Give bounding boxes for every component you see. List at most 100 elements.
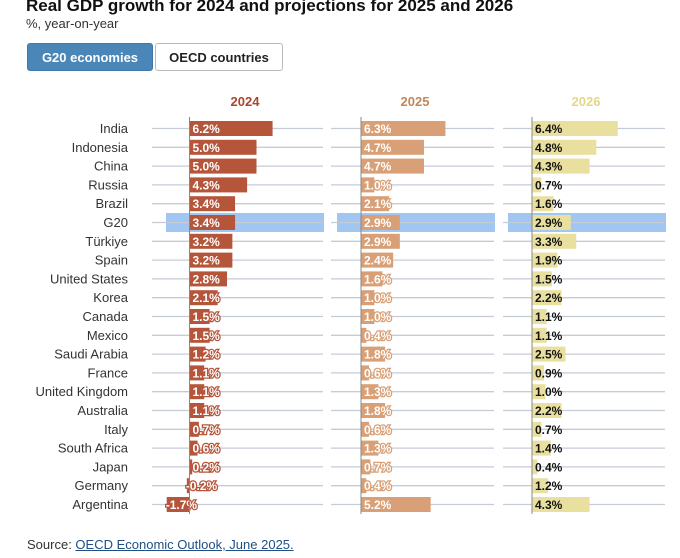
bar-2024-spain: [189, 252, 233, 268]
data-label-2026-argentina: 4.3%: [535, 498, 563, 512]
data-label-2025-t-rkiye: 2.9%: [364, 235, 392, 249]
bar-2025-france: [361, 365, 370, 381]
bar-2025-australia: [361, 403, 386, 418]
category-label-argentina: Argentina: [72, 497, 128, 512]
bar-2026-brazil: [532, 196, 554, 212]
data-label-2025-united-kingdom: 1.3%: [364, 385, 392, 399]
category-label-spain: Spain: [95, 253, 128, 268]
bar-2024-australia: [189, 403, 205, 418]
source-prefix: Source:: [27, 537, 76, 552]
bar-2026-china: [532, 158, 590, 174]
bar-2025-united-states: [361, 271, 383, 287]
data-label-2024-united-states: 2.8%: [193, 272, 221, 286]
category-label-united-states: United States: [50, 271, 129, 286]
bar-2026-france: [532, 365, 545, 381]
category-label-united-kingdom: United Kingdom: [36, 384, 129, 399]
data-label-2025-brazil: 2.1%: [364, 197, 392, 211]
data-label-2026-japan: 0.4%: [535, 460, 563, 474]
data-label-2026-united-states: 1.5%: [535, 272, 563, 286]
data-label-2025-japan: 0.7%: [364, 460, 392, 474]
data-label-2026-india: 6.4%: [535, 122, 563, 136]
bar-2025-g20: [361, 215, 400, 230]
category-label-brazil: Brazil: [95, 196, 128, 211]
data-label-2025-france: 0.6%: [364, 366, 392, 380]
bar-2024-saudi-arabia: [189, 346, 206, 362]
category-label-india: India: [100, 121, 129, 136]
bar-2024-japan: [189, 459, 193, 475]
data-label-2026-united-kingdom: 1.0%: [535, 385, 563, 399]
data-label-2025-italy: 0.6%: [364, 423, 392, 437]
data-label-2026-t-rkiye: 3.3%: [535, 235, 563, 249]
bar-2025-italy: [361, 421, 370, 437]
bar-2026-united-states: [532, 271, 553, 287]
gdp-growth-chart: 2024 2025 2026 India 6.2% 6.3% 6.4% Indonesia 5.…: [36, 94, 666, 514]
bar-2025-brazil: [361, 196, 390, 212]
data-label-2026-brazil: 1.6%: [535, 197, 563, 211]
data-label-2025-india: 6.3%: [364, 122, 392, 136]
data-label-2024-canada: 1.5%: [193, 310, 221, 324]
bar-2025-saudi-arabia: [361, 346, 386, 362]
data-label-2024-united-kingdom: 1.1%: [193, 385, 221, 399]
bar-2025-mexico: [361, 327, 367, 343]
bar-2025-argentina: [361, 497, 431, 512]
data-label-2024-indonesia: 5.0%: [193, 141, 221, 155]
data-label-2026-indonesia: 4.8%: [535, 141, 563, 155]
tab-g20-economies[interactable]: G20 economies: [27, 43, 153, 71]
data-label-2024-france: 1.1%: [193, 366, 221, 380]
data-label-2025-g20: 2.9%: [364, 216, 392, 230]
bar-2024-india: [189, 121, 273, 136]
data-label-2026-russia: 0.7%: [535, 178, 563, 192]
data-label-2025-korea: 1.0%: [364, 291, 392, 305]
category-label-italy: Italy: [104, 422, 128, 437]
bar-2026-canada: [532, 309, 547, 324]
bar-2026-italy: [532, 421, 542, 437]
series-header-2024: 2024: [231, 94, 261, 109]
category-label-saudi-arabia: Saudi Arabia: [54, 347, 128, 362]
category-label-japan: Japan: [93, 459, 128, 474]
category-label-russia: Russia: [88, 177, 129, 192]
data-label-2026-germany: 1.2%: [535, 479, 563, 493]
bar-2024-china: [189, 158, 257, 174]
bar-2026-russia: [532, 177, 542, 193]
bar-2025-germany: [361, 478, 367, 494]
data-label-2024-mexico: 1.5%: [193, 329, 221, 343]
data-label-2026-france: 0.9%: [535, 366, 563, 380]
data-label-2026-spain: 1.9%: [535, 254, 563, 268]
data-label-2025-saudi-arabia: 1.8%: [364, 348, 392, 362]
data-label-2024-japan: 0.2%: [193, 460, 221, 474]
data-label-2024-australia: 1.1%: [193, 404, 221, 418]
chart-subtitle: %, year-on-year: [26, 16, 119, 31]
bar-2024-g20: [189, 215, 236, 230]
bar-2025-china: [361, 158, 424, 174]
data-label-2024-korea: 2.1%: [193, 291, 221, 305]
bar-2026-argentina: [532, 497, 590, 512]
bar-2025-canada: [361, 309, 375, 324]
data-label-2026-south-africa: 1.4%: [535, 442, 563, 456]
category-label-china: China: [94, 159, 129, 174]
source-note: Source: OECD Economic Outlook, June 2025…: [27, 537, 294, 552]
data-label-2025-mexico: 0.4%: [364, 329, 392, 343]
bar-2026-south-africa: [532, 440, 551, 456]
bar-2024-france: [189, 365, 205, 381]
bar-2024-united-kingdom: [189, 384, 205, 400]
bar-2024-indonesia: [189, 139, 257, 155]
data-label-2025-argentina: 5.2%: [364, 498, 392, 512]
bar-2024-united-states: [189, 271, 228, 287]
data-label-2025-russia: 1.0%: [364, 178, 392, 192]
category-label-t-rkiye: Türkiye: [85, 234, 128, 249]
bar-2024-mexico: [189, 327, 210, 343]
source-link[interactable]: OECD Economic Outlook, June 2025.: [75, 537, 294, 552]
data-label-2025-australia: 1.8%: [364, 404, 392, 418]
category-label-canada: Canada: [82, 309, 128, 324]
bar-2026-korea: [532, 290, 562, 306]
data-label-2025-germany: 0.4%: [364, 479, 392, 493]
bar-2025-t-rkiye: [361, 233, 400, 249]
bar-2024-korea: [189, 290, 218, 306]
data-label-2025-canada: 1.0%: [364, 310, 392, 324]
category-label-germany: Germany: [75, 478, 129, 493]
data-label-2024-italy: 0.7%: [193, 423, 221, 437]
data-label-2024-argentina: -1.7%: [166, 498, 198, 512]
bar-2025-korea: [361, 290, 375, 306]
bar-2024-canada: [189, 309, 210, 324]
tab-oecd-countries[interactable]: OECD countries: [155, 43, 283, 71]
